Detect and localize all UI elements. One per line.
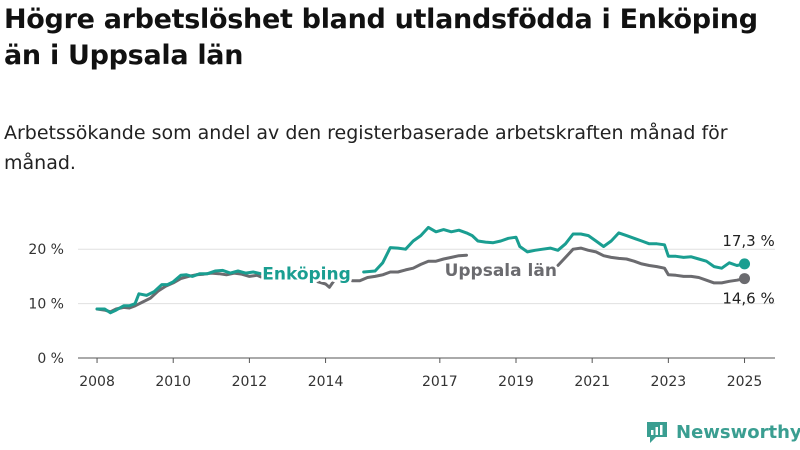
grid-lines [78,248,775,359]
x-tick-label: 2012 [232,374,268,390]
y-tick-label: 0 % [37,351,64,367]
x-tick-label: 2008 [79,374,115,390]
x-tick-label: 2014 [308,374,344,390]
end-value-label: 17,3 % [722,232,774,250]
series-line-uppsala-län-1 [316,277,337,289]
x-tick-label: 2017 [422,374,458,390]
x-tick-label: 2025 [727,374,763,390]
end-point-enköping [739,258,751,270]
x-tick-label: 2010 [155,374,191,390]
end-point-uppsala-län [739,273,751,285]
series-lines [95,225,751,315]
series-name-label: Enköping [262,265,351,285]
series-line-enköping-0 [95,268,263,315]
newsworthy-logo[interactable]: Newsworthy [644,418,800,446]
chart-title: Högre arbetslöshet bland utlandsfödda i … [4,4,758,71]
newsworthy-chart-icon [647,422,667,443]
axes: 0 % 10 % 20 % 2008 2010 2012 2014 2017 2019 2021 2… [28,242,762,390]
series-line-uppsala-län-3 [556,246,746,285]
x-tick-label: 2023 [651,374,687,390]
end-value-label: 14,6 % [722,290,774,308]
chart-subtitle: Arbetssökande som andel av den registerb… [4,122,728,174]
x-tick-label: 2021 [574,374,610,390]
y-tick-label: 10 % [28,297,64,313]
series-line-uppsala-län-2 [350,253,468,283]
series-name-label: Uppsala län [445,261,557,281]
series-line-enköping-1 [362,225,746,274]
x-tick-label: 2019 [498,374,534,390]
y-tick-label: 20 % [28,242,64,258]
series-labels: 17,3 % 14,6 % Enköping Uppsala län [260,232,775,308]
logo-text: Newsworthy [676,421,800,443]
